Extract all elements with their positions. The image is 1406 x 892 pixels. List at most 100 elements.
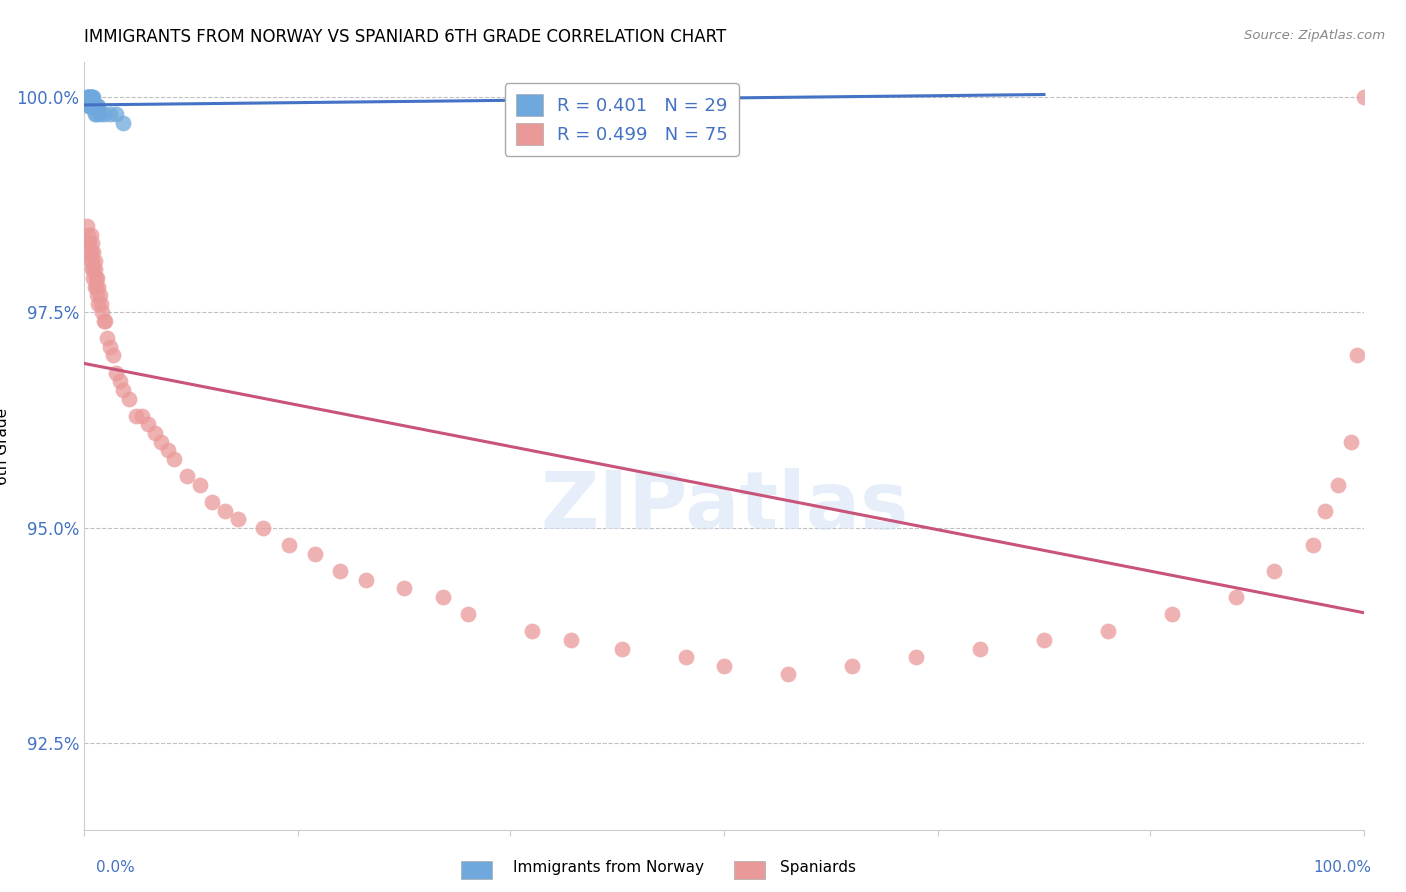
Point xyxy=(87,297,110,311)
Point xyxy=(131,409,153,423)
Point xyxy=(79,98,101,112)
Point xyxy=(80,227,103,242)
Point xyxy=(82,271,104,285)
Point xyxy=(80,98,103,112)
Point xyxy=(304,547,326,561)
Point xyxy=(105,366,128,380)
Point xyxy=(150,434,173,449)
Point xyxy=(80,90,103,104)
Point xyxy=(82,90,104,104)
Point xyxy=(76,90,98,104)
Point xyxy=(1032,632,1054,647)
Point xyxy=(969,641,991,656)
Point xyxy=(79,90,101,104)
Point xyxy=(79,236,101,251)
Point xyxy=(1097,624,1119,639)
Point xyxy=(329,564,352,578)
Point xyxy=(89,107,111,121)
Point xyxy=(77,90,100,104)
Point xyxy=(163,451,186,466)
Point xyxy=(457,607,479,621)
Point xyxy=(80,253,103,268)
Text: 0.0%: 0.0% xyxy=(96,861,135,875)
Point xyxy=(176,469,198,483)
Point xyxy=(87,98,110,112)
Text: IMMIGRANTS FROM NORWAY VS SPANIARD 6TH GRADE CORRELATION CHART: IMMIGRANTS FROM NORWAY VS SPANIARD 6TH G… xyxy=(84,28,727,45)
Point xyxy=(226,512,249,526)
Point xyxy=(80,90,103,104)
Point xyxy=(118,392,141,406)
Point xyxy=(83,98,105,112)
Point xyxy=(675,650,697,665)
Point xyxy=(156,443,179,458)
Y-axis label: 6th Grade: 6th Grade xyxy=(0,408,10,484)
Point xyxy=(77,227,100,242)
Point xyxy=(432,590,454,604)
Point xyxy=(252,521,274,535)
Point xyxy=(841,658,863,673)
FancyBboxPatch shape xyxy=(461,861,492,879)
Text: 100.0%: 100.0% xyxy=(1313,861,1371,875)
Point xyxy=(82,262,104,277)
Point xyxy=(80,98,103,112)
Point xyxy=(1263,564,1285,578)
Point xyxy=(1346,349,1368,363)
Point xyxy=(79,245,101,260)
Point xyxy=(905,650,928,665)
Point xyxy=(79,90,101,104)
Point xyxy=(80,245,103,260)
Point xyxy=(1327,477,1350,491)
Point xyxy=(80,253,103,268)
Point xyxy=(84,98,107,112)
Point xyxy=(94,314,117,328)
Point xyxy=(111,383,134,397)
Point xyxy=(188,477,211,491)
Point xyxy=(278,538,301,552)
Point xyxy=(86,98,108,112)
Point xyxy=(86,271,108,285)
Point xyxy=(90,297,112,311)
Point xyxy=(80,98,103,112)
Point xyxy=(93,107,115,121)
Text: ZIPatlas: ZIPatlas xyxy=(540,468,908,547)
Point xyxy=(80,236,103,251)
Point xyxy=(560,632,582,647)
Point xyxy=(1302,538,1324,552)
Point xyxy=(111,116,134,130)
Point xyxy=(394,581,416,595)
Point xyxy=(98,340,121,354)
Point xyxy=(610,641,633,656)
Text: Immigrants from Norway: Immigrants from Norway xyxy=(513,861,704,875)
Point xyxy=(124,409,146,423)
Point xyxy=(84,107,107,121)
Point xyxy=(76,219,98,234)
Text: Source: ZipAtlas.com: Source: ZipAtlas.com xyxy=(1244,29,1385,43)
Legend: R = 0.401   N = 29, R = 0.499   N = 75: R = 0.401 N = 29, R = 0.499 N = 75 xyxy=(505,83,738,156)
Point xyxy=(138,417,160,432)
Point xyxy=(1315,503,1337,517)
Point xyxy=(96,331,118,345)
Point xyxy=(84,271,107,285)
Point xyxy=(87,279,110,293)
FancyBboxPatch shape xyxy=(734,861,765,879)
Point xyxy=(89,288,111,302)
Point xyxy=(79,98,101,112)
Point xyxy=(1340,434,1362,449)
Text: Spaniards: Spaniards xyxy=(780,861,856,875)
Point xyxy=(520,624,543,639)
Point xyxy=(534,90,557,104)
Point xyxy=(778,667,800,681)
Point xyxy=(80,90,103,104)
Point xyxy=(1353,90,1375,104)
Point xyxy=(105,107,128,121)
Point xyxy=(84,279,107,293)
Point xyxy=(77,236,100,251)
Point xyxy=(143,426,166,441)
Point xyxy=(83,279,105,293)
Point xyxy=(82,98,104,112)
Point xyxy=(86,288,108,302)
Point xyxy=(93,314,115,328)
Point xyxy=(1225,590,1247,604)
Point xyxy=(713,658,735,673)
Point xyxy=(82,245,104,260)
